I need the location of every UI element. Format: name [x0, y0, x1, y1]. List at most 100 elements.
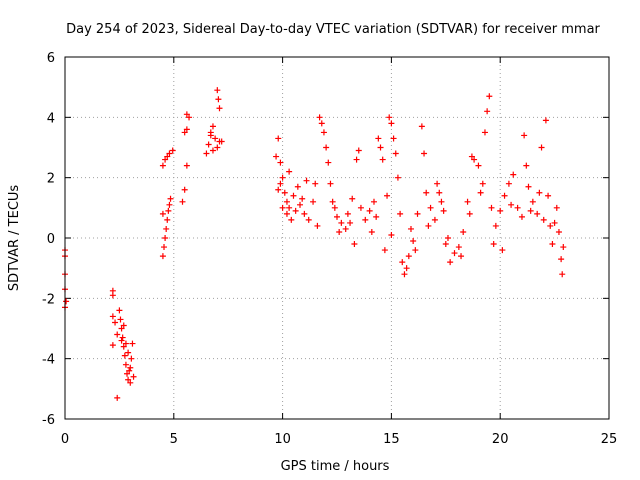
data-point [164, 216, 171, 223]
data-point [325, 159, 332, 166]
grid-lines [65, 57, 609, 419]
data-point [336, 228, 343, 235]
data-point [501, 192, 508, 199]
data-point [534, 210, 541, 217]
data-point [479, 180, 486, 187]
data-point [162, 156, 169, 163]
data-point [166, 150, 173, 157]
data-point [368, 228, 375, 235]
data-point [523, 162, 530, 169]
data-point [109, 313, 116, 320]
data-point [159, 253, 166, 260]
data-point [159, 210, 166, 217]
data-point [212, 135, 219, 142]
data-point [390, 135, 397, 142]
data-point [436, 189, 443, 196]
data-point [418, 123, 425, 130]
data-point [214, 144, 221, 151]
data-point [538, 144, 545, 151]
x-tick-label: 15 [383, 432, 400, 447]
y-axis-label: SDTVAR / TECUs [7, 185, 22, 292]
data-point [410, 238, 417, 245]
data-point [347, 219, 354, 226]
data-point [275, 135, 282, 142]
data-point [451, 250, 458, 257]
data-point [162, 235, 169, 241]
data-point [122, 361, 129, 368]
data-point [283, 198, 290, 205]
data-point [122, 340, 129, 347]
data-point [183, 162, 190, 169]
data-point [169, 147, 176, 154]
data-point [460, 228, 467, 235]
data-point [167, 195, 174, 202]
data-point [179, 198, 186, 205]
data-point [468, 153, 475, 160]
data-point [121, 352, 128, 359]
data-point [540, 216, 547, 223]
data-point [281, 189, 288, 196]
y-tick-label: 6 [47, 51, 55, 66]
data-point [119, 334, 126, 341]
data-point [331, 204, 338, 211]
data-point [334, 213, 340, 220]
data-point [297, 201, 304, 208]
data-point [209, 123, 216, 130]
data-point [344, 210, 351, 217]
data-point [401, 271, 408, 278]
data-point [379, 156, 386, 163]
data-point [536, 189, 543, 196]
data-point [312, 180, 319, 187]
x-tick-label: 20 [492, 432, 509, 447]
data-point [508, 201, 515, 208]
data-point [205, 141, 212, 148]
data-point [553, 204, 560, 211]
data-point [305, 216, 312, 223]
data-point [124, 370, 131, 377]
data-point [438, 198, 445, 205]
data-point [351, 241, 358, 248]
data-point [440, 207, 447, 214]
data-point [399, 259, 406, 266]
data-point [215, 96, 222, 103]
data-point [394, 174, 401, 181]
data-point [109, 292, 116, 299]
data-point [314, 222, 321, 229]
data-point [299, 195, 306, 202]
data-point [116, 307, 123, 314]
data-point [555, 228, 562, 235]
data-point [464, 198, 471, 205]
data-point [130, 373, 137, 380]
data-point [286, 168, 293, 175]
data-point [112, 319, 119, 326]
data-point [392, 150, 399, 157]
data-point [349, 195, 356, 202]
data-point [431, 216, 438, 223]
data-point [357, 204, 364, 211]
data-point [166, 201, 173, 208]
y-tick-label: -6 [42, 413, 55, 428]
data-point [310, 198, 317, 205]
data-point [214, 87, 221, 94]
data-point [545, 192, 552, 199]
data-point [477, 189, 484, 196]
data-point [159, 162, 166, 169]
data-point [425, 222, 432, 229]
data-point [277, 159, 284, 166]
data-point [558, 256, 565, 263]
data-point [127, 364, 134, 371]
data-point [118, 337, 125, 344]
data-point [405, 253, 412, 260]
data-point [447, 259, 454, 266]
data-point [510, 171, 517, 178]
data-point [518, 213, 525, 220]
data-point [384, 192, 391, 199]
data-point [466, 210, 473, 217]
data-point [444, 235, 451, 241]
data-point [279, 204, 286, 211]
data-point [388, 231, 395, 238]
data-point [377, 144, 384, 151]
data-point [407, 225, 414, 232]
data-point [527, 207, 534, 214]
